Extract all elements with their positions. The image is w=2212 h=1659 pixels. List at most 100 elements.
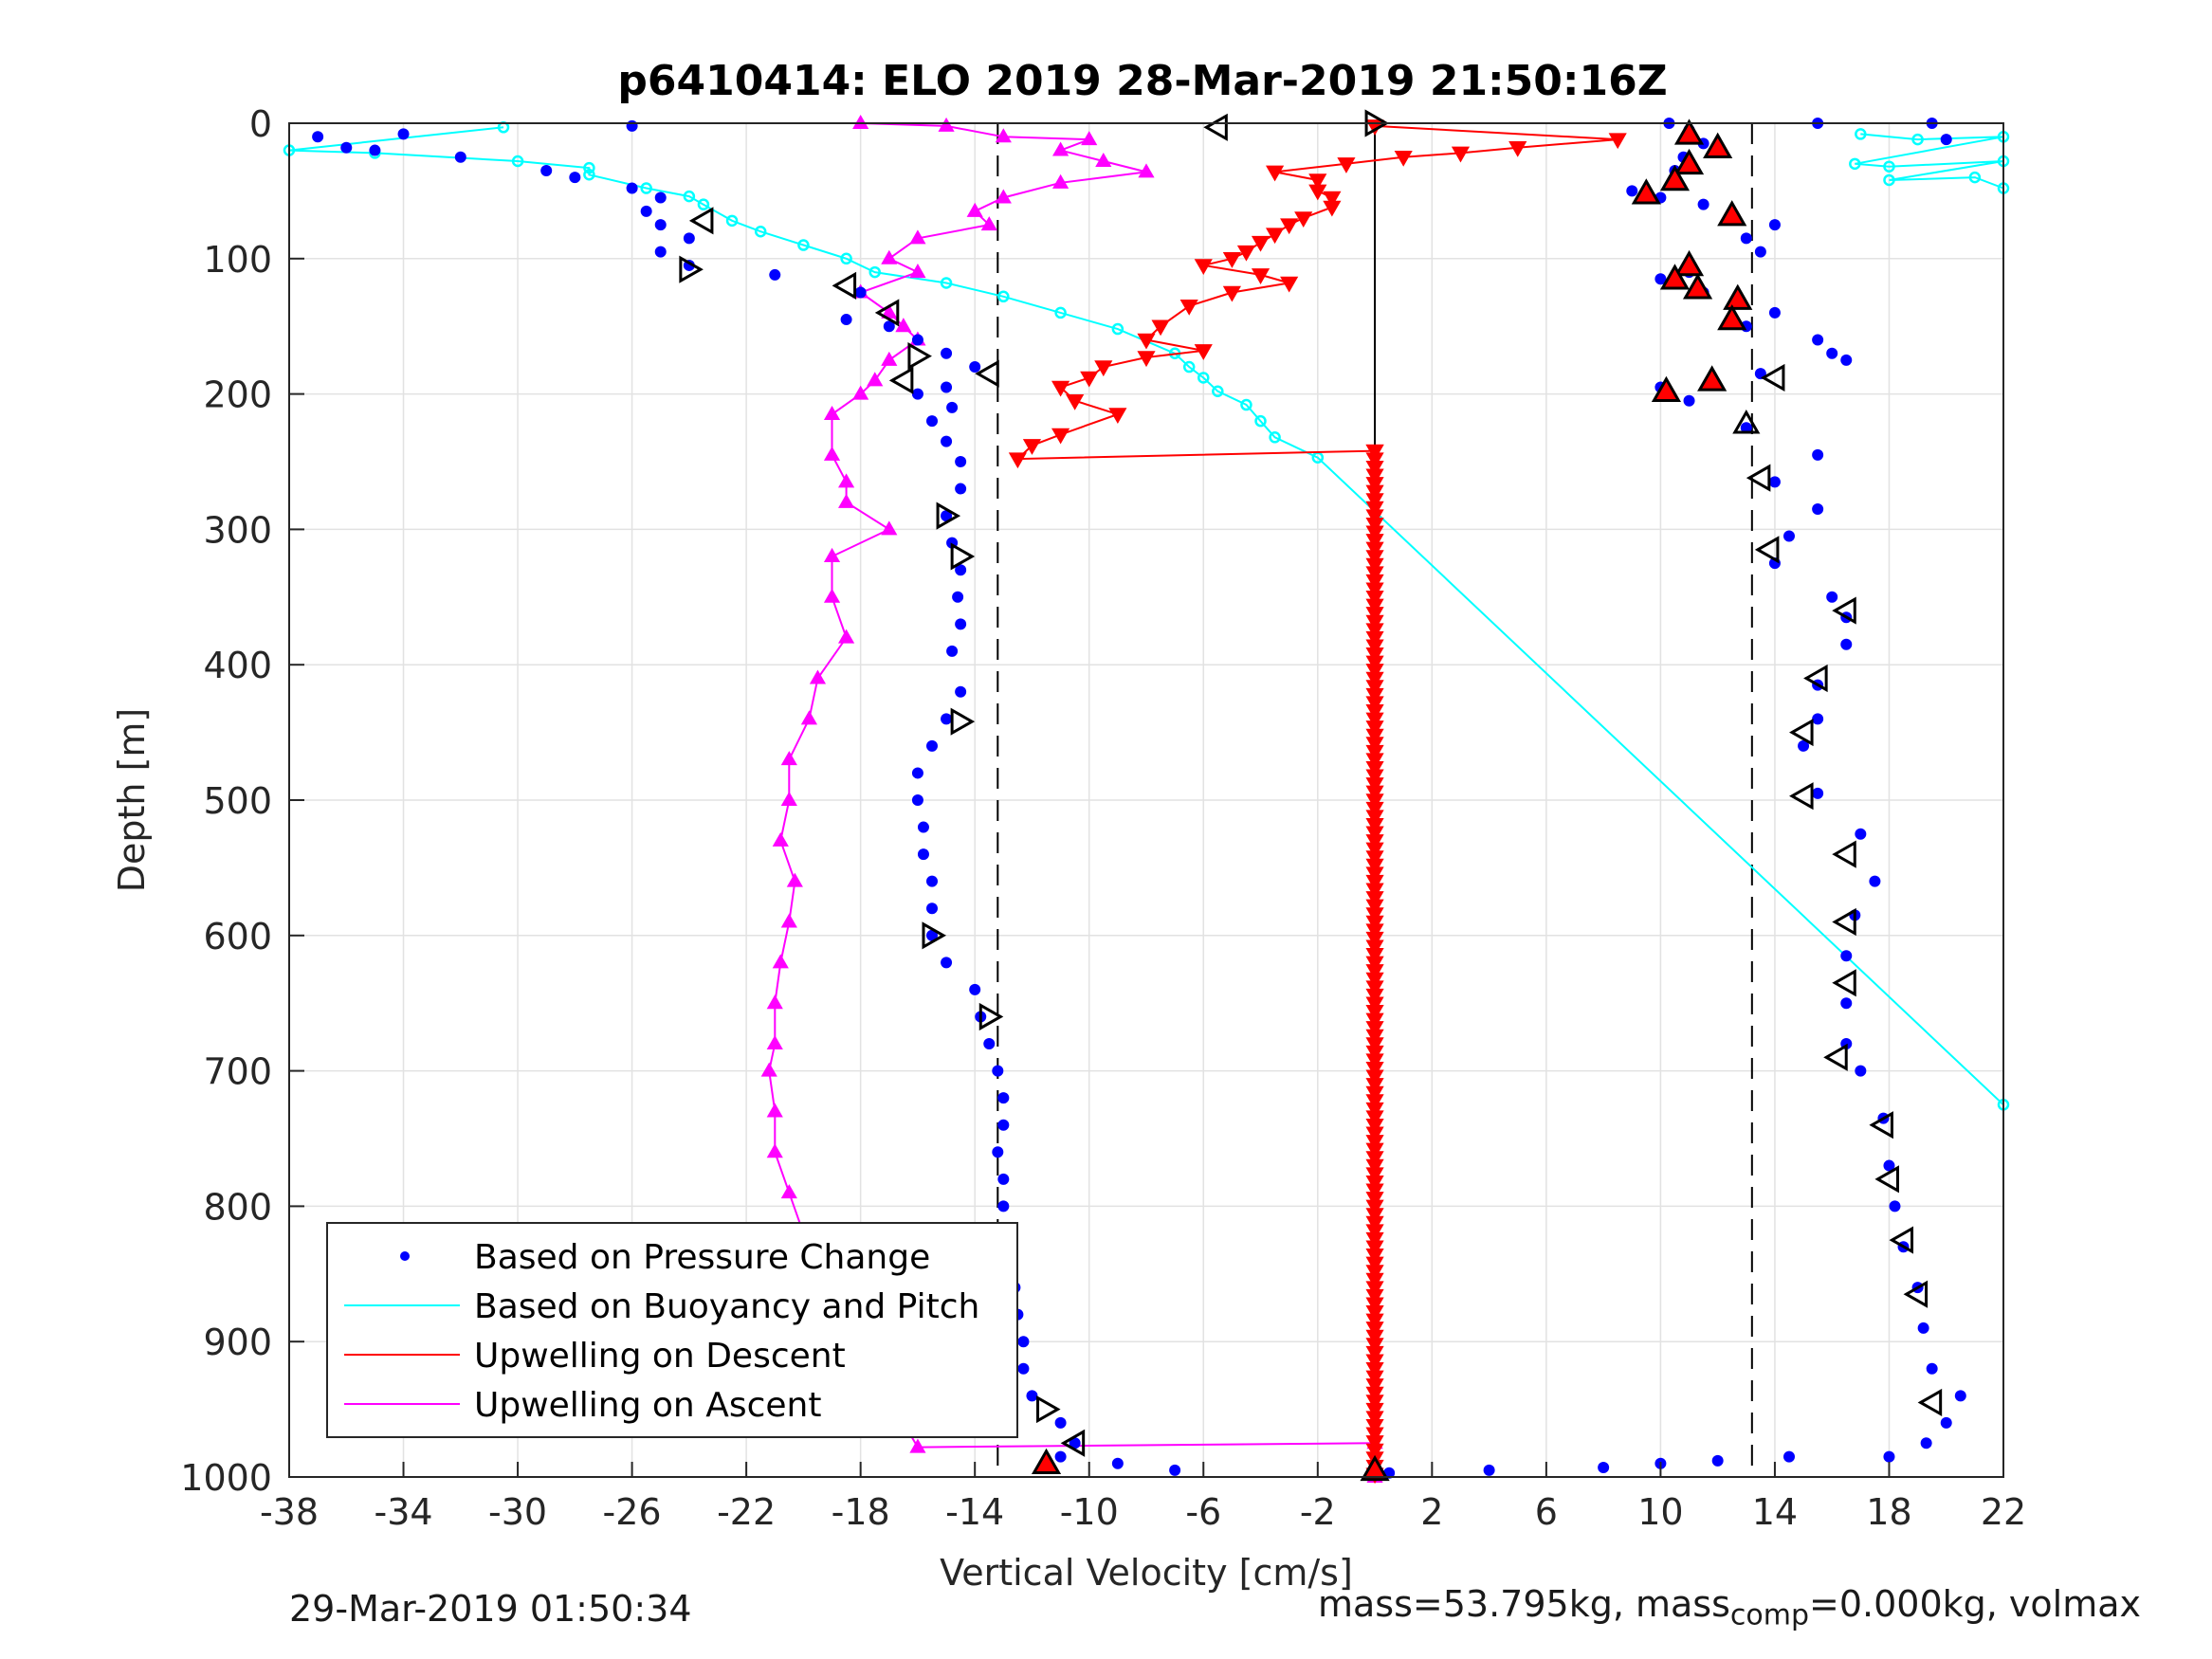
- pressure-change-point: [969, 983, 981, 995]
- upwelling-descent-marker: [1365, 1297, 1384, 1314]
- buoyancy-pitch-point: [1883, 160, 1895, 173]
- x-tick-label: -30: [488, 1491, 547, 1533]
- upwelling-descent-marker: [1323, 191, 1342, 208]
- upwelling-descent-marker: [1365, 1338, 1384, 1355]
- upwelling-descent-marker: [1365, 1281, 1384, 1298]
- buoyancy-pitch-point: [1197, 372, 1210, 384]
- upwelling-ascent-marker: [1052, 141, 1069, 156]
- upwelling-descent-marker: [1365, 484, 1384, 501]
- upwelling-descent-marker: [1365, 639, 1384, 656]
- upwelling-ascent-marker: [760, 1062, 777, 1077]
- pressure-change-point: [654, 191, 667, 204]
- upwelling-ascent-marker: [838, 493, 855, 508]
- upwelling-descent-marker: [1365, 1102, 1384, 1119]
- pressure-change-point: [911, 388, 923, 400]
- pressure-change-point: [1754, 246, 1766, 258]
- upwelling-descent-marker: [1365, 1029, 1384, 1046]
- pressure-change-point: [654, 246, 667, 258]
- upwelling-descent-marker: [1365, 980, 1384, 997]
- pressure-change-point: [941, 713, 953, 725]
- upwelling-descent-marker: [1365, 1305, 1384, 1322]
- upwelling-ascent-marker: [881, 351, 898, 366]
- open-triangle-marker: [922, 921, 947, 950]
- pressure-change-point: [941, 347, 953, 359]
- upwelling-ascent-marker: [881, 520, 898, 536]
- legend-label: Upwelling on Ascent: [474, 1386, 821, 1425]
- buoyancy-pitch-point: [1240, 398, 1252, 411]
- upwelling-descent-marker: [1365, 444, 1384, 461]
- upwelling-descent-marker: [1365, 614, 1384, 631]
- filled-triangle-marker: [1659, 164, 1691, 191]
- upwelling-descent-marker: [1365, 1265, 1384, 1281]
- x-tick-label: -10: [1060, 1491, 1119, 1533]
- pressure-change-point: [1798, 739, 1810, 752]
- pressure-change-point: [769, 268, 781, 281]
- pressure-change-point: [926, 929, 938, 941]
- upwelling-descent-marker: [1365, 655, 1384, 672]
- open-triangle-marker: [950, 542, 976, 571]
- x-axis-ticks: -38 -34 -30 -26 -22 -18 -14 -10 -6 -2 2 6 10 14 18 22: [260, 1462, 2026, 1533]
- upwelling-descent-marker: [1194, 259, 1213, 275]
- pressure-change-point: [1840, 950, 1853, 962]
- upwelling-ascent-marker: [766, 994, 783, 1010]
- pressure-change-point: [369, 144, 381, 156]
- pressure-change-point: [1889, 1200, 1901, 1212]
- buoyancy-pitch-point: [1911, 133, 1924, 146]
- filled-triangle-marker: [1717, 304, 1747, 331]
- y-axis-ticks: 0 100 200 300 400 500 600 700 800 900 1000: [180, 103, 304, 1499]
- upwelling-ascent-marker: [1052, 173, 1069, 189]
- pressure-change-point: [926, 739, 938, 752]
- upwelling-descent-marker: [1365, 1443, 1384, 1460]
- pressure-change-point: [992, 1065, 1004, 1077]
- pressure-change-point: [1017, 1362, 1030, 1375]
- upwelling-descent-marker: [1365, 1167, 1384, 1184]
- upwelling-ascent-marker: [909, 1438, 926, 1453]
- pressure-change-point: [1740, 232, 1752, 245]
- upwelling-descent-marker: [1094, 360, 1113, 377]
- upwelling-descent-marker: [1365, 557, 1384, 574]
- pressure-change-point: [397, 128, 410, 140]
- upwelling-ascent-marker: [881, 249, 898, 264]
- upwelling-descent-marker: [1365, 1118, 1384, 1135]
- upwelling-ascent-marker: [852, 385, 869, 400]
- buoyancy-pitch-point: [1849, 157, 1861, 171]
- upwelling-ascent-marker: [780, 913, 797, 928]
- pressure-change-point: [941, 381, 953, 393]
- pressure-change-point: [1812, 502, 1824, 515]
- x-tick-label: -18: [832, 1491, 890, 1533]
- upwelling-descent-marker: [1365, 1322, 1384, 1338]
- upwelling-descent-marker: [1365, 834, 1384, 850]
- upwelling-ascent-marker: [938, 117, 955, 132]
- open-triangle-marker: [1832, 907, 1856, 937]
- upwelling-descent-marker: [1365, 842, 1384, 859]
- upwelling-ascent-marker: [823, 405, 841, 421]
- pressure-change-point: [997, 1173, 1010, 1185]
- upwelling-descent-marker: [1365, 1378, 1384, 1395]
- upwelling-ascent-marker: [766, 1143, 783, 1158]
- open-triangle-marker: [832, 271, 857, 300]
- upwelling-descent-marker: [1066, 393, 1085, 410]
- pressure-change-point: [1017, 1336, 1030, 1348]
- upwelling-ascent-marker: [895, 318, 912, 333]
- filled-triangle-marker: [1697, 365, 1728, 392]
- upwelling-descent-marker: [1365, 696, 1384, 713]
- filled-triangle-marker: [1723, 283, 1753, 310]
- pressure-change-point: [1926, 1362, 1938, 1375]
- open-triangle-marker: [1874, 1165, 1899, 1194]
- buoyancy-pitch-point: [1212, 385, 1224, 397]
- upwelling-descent-marker: [1051, 428, 1070, 445]
- upwelling-ascent-marker: [772, 831, 789, 847]
- y-tick-label: 800: [203, 1186, 272, 1228]
- pressure-change-point: [917, 848, 929, 861]
- open-triangle-marker: [975, 359, 999, 388]
- pressure-change-point: [454, 151, 466, 163]
- upwelling-descent-marker: [1365, 1427, 1384, 1444]
- upwelling-descent-marker: [1365, 1418, 1384, 1435]
- upwelling-descent-marker: [1365, 1435, 1384, 1451]
- upwelling-descent-marker: [1365, 948, 1384, 964]
- buoyancy-pitch-point: [725, 214, 739, 228]
- pressure-change-point: [854, 286, 867, 299]
- upwelling-descent-marker: [1179, 300, 1198, 316]
- pressure-change-point: [997, 1092, 1010, 1104]
